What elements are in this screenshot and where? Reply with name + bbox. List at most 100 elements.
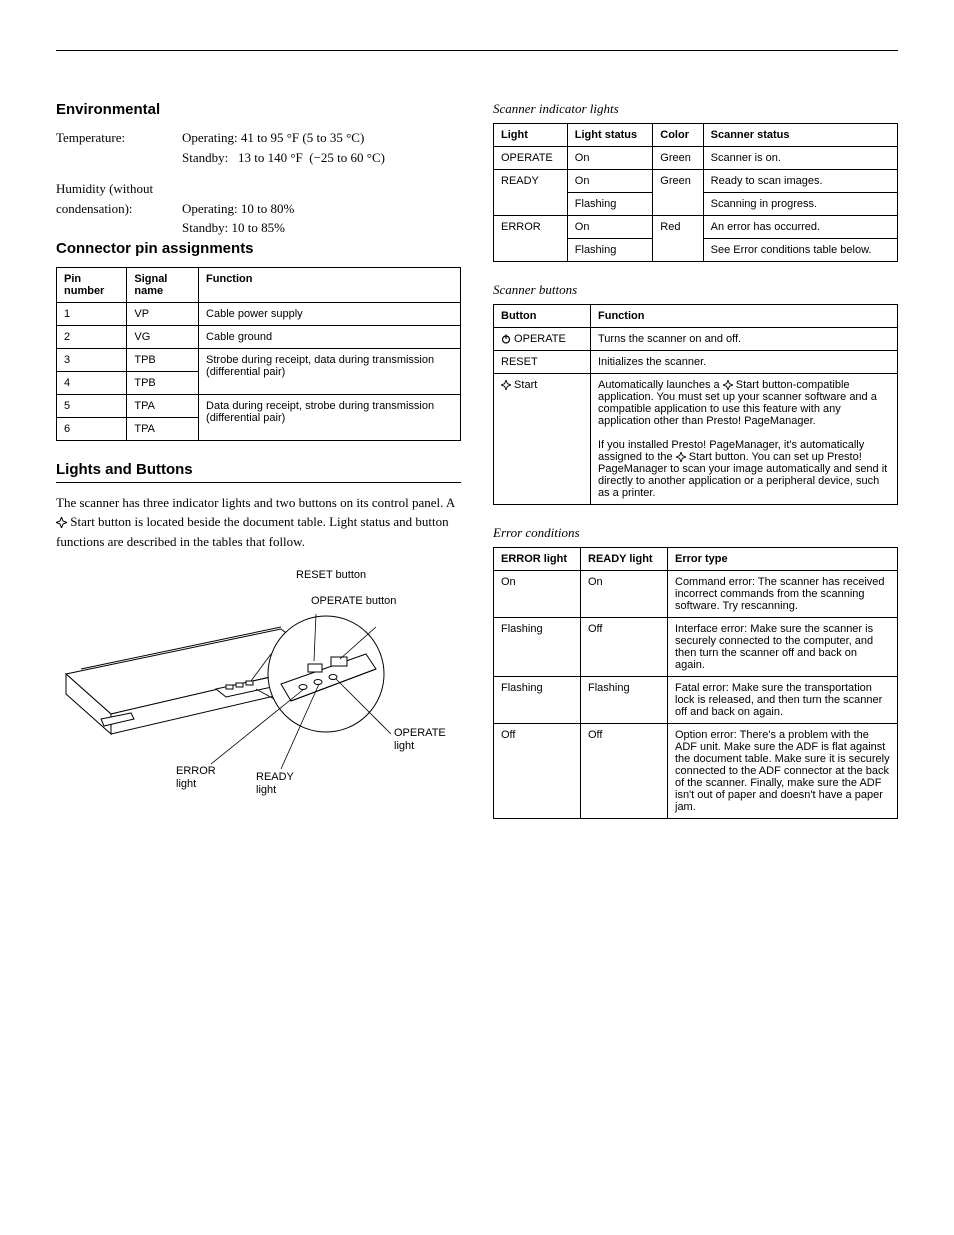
table-cell: 6 xyxy=(57,417,127,440)
table-cell: Fatal error: Make sure the transportatio… xyxy=(668,677,898,724)
table-cell: On xyxy=(567,170,652,193)
errors-col-type: Error type xyxy=(668,548,898,571)
table-cell: Flashing xyxy=(494,677,581,724)
humidity-operating: Operating: 10 to 80% xyxy=(182,199,461,219)
diagram-label-ready-light: READY light xyxy=(256,771,306,797)
left-column: Environmental Temperature: Operating: 41… xyxy=(56,101,461,839)
table-cell: Command error: The scanner has received … xyxy=(668,571,898,618)
table-cell: Scanning in progress. xyxy=(703,193,897,216)
table-cell: Cable ground xyxy=(199,325,461,348)
environmental-specs: Temperature: Operating: 41 to 95 °F (5 t… xyxy=(56,128,461,238)
scanner-diagram: RESET button OPERATE button OPERATE ligh… xyxy=(56,569,461,819)
start-icon xyxy=(676,451,686,463)
table-cell: On xyxy=(567,216,652,239)
table-cell: On xyxy=(494,571,581,618)
start-icon xyxy=(501,379,511,391)
button-operate-label: OPERATE xyxy=(511,333,566,345)
table-cell: Green xyxy=(653,170,703,216)
humidity-label-1: Humidity (without xyxy=(56,179,153,199)
connector-col-function: Function xyxy=(199,267,461,302)
diagram-label-text: OPERATE light xyxy=(394,727,454,753)
humidity-label-2: condensation): xyxy=(56,199,182,238)
table-cell: Flashing xyxy=(494,618,581,677)
table-cell: Start xyxy=(494,374,591,505)
button-start-label: Start xyxy=(511,379,537,391)
start-icon xyxy=(723,379,733,391)
table-cell: 5 xyxy=(57,394,127,417)
lights-buttons-heading: Lights and Buttons xyxy=(56,461,461,483)
diagram-label-text: ERROR light xyxy=(176,765,226,791)
table-cell: Data during receipt, strobe during trans… xyxy=(199,394,461,440)
table-cell: VP xyxy=(127,302,199,325)
table-cell: TPA xyxy=(127,394,199,417)
intro-text-b: Start button is located beside the docum… xyxy=(56,514,449,549)
table-cell: Flashing xyxy=(567,239,652,262)
table-cell: READY xyxy=(494,170,568,216)
connector-table: Pin number Signal name Function 1 VP Cab… xyxy=(56,267,461,441)
errors-caption: Error conditions xyxy=(493,525,898,541)
table-cell: Strobe during receipt, data during trans… xyxy=(199,348,461,394)
table-cell: Green xyxy=(653,147,703,170)
start-func-1a: Automatically launches a xyxy=(598,379,723,391)
indicator-col-scanner: Scanner status xyxy=(703,124,897,147)
table-cell: See Error conditions table below. xyxy=(703,239,897,262)
diagram-label-text: READY light xyxy=(256,771,306,797)
table-cell: OPERATE xyxy=(494,328,591,351)
connector-col-pin: Pin number xyxy=(57,267,127,302)
buttons-caption: Scanner buttons xyxy=(493,282,898,298)
diagram-label-error-light: ERROR light xyxy=(176,765,226,791)
table-cell: Initializes the scanner. xyxy=(591,351,898,374)
table-cell: 4 xyxy=(57,371,127,394)
indicator-table: Light Light status Color Scanner status … xyxy=(493,123,898,262)
errors-table: ERROR light READY light Error type On On… xyxy=(493,547,898,819)
table-cell: RESET xyxy=(494,351,591,374)
start-icon xyxy=(56,514,67,529)
temperature-standby: Standby: 13 to 140 °F (−25 to 60 °C) xyxy=(182,148,461,168)
table-cell: 1 xyxy=(57,302,127,325)
errors-col-error: ERROR light xyxy=(494,548,581,571)
indicator-col-light: Light xyxy=(494,124,568,147)
table-cell: Cable power supply xyxy=(199,302,461,325)
power-icon xyxy=(501,333,511,345)
table-cell: 3 xyxy=(57,348,127,371)
top-rule xyxy=(56,50,898,51)
connector-heading: Connector pin assignments xyxy=(56,240,461,257)
indicator-col-color: Color xyxy=(653,124,703,147)
diagram-label-operate-button: OPERATE button xyxy=(311,595,396,608)
connector-col-signal: Signal name xyxy=(127,267,199,302)
table-cell: TPB xyxy=(127,348,199,371)
table-cell: Off xyxy=(581,618,668,677)
table-cell: ERROR xyxy=(494,216,568,262)
table-cell: Off xyxy=(494,724,581,819)
table-cell: Red xyxy=(653,216,703,262)
indicator-col-status: Light status xyxy=(567,124,652,147)
table-cell: Turns the scanner on and off. xyxy=(591,328,898,351)
table-cell: TPA xyxy=(127,417,199,440)
errors-col-ready: READY light xyxy=(581,548,668,571)
table-cell: Interface error: Make sure the scanner i… xyxy=(668,618,898,677)
table-cell: Off xyxy=(581,724,668,819)
indicator-caption: Scanner indicator lights xyxy=(493,101,898,117)
table-cell: Flashing xyxy=(581,677,668,724)
table-cell: OPERATE xyxy=(494,147,568,170)
table-cell: On xyxy=(567,147,652,170)
buttons-table: Button Function OPERATE Turns the scanne… xyxy=(493,304,898,505)
temperature-operating: Operating: 41 to 95 °F (5 to 35 °C) xyxy=(182,128,461,148)
table-cell: Ready to scan images. xyxy=(703,170,897,193)
right-column: Scanner indicator lights Light Light sta… xyxy=(493,101,898,839)
diagram-label-operate-light: OPERATE light xyxy=(394,727,454,753)
lights-buttons-intro: The scanner has three indicator lights a… xyxy=(56,493,461,552)
buttons-col-button: Button xyxy=(494,305,591,328)
environmental-heading: Environmental xyxy=(56,101,461,118)
table-cell: On xyxy=(581,571,668,618)
buttons-col-function: Function xyxy=(591,305,898,328)
intro-text-a: The scanner has three indicator lights a… xyxy=(56,495,455,510)
humidity-standby: Standby: 10 to 85% xyxy=(182,218,461,238)
diagram-label-reset: RESET button xyxy=(296,569,366,582)
table-cell: 2 xyxy=(57,325,127,348)
table-cell: An error has occurred. xyxy=(703,216,897,239)
table-cell: TPB xyxy=(127,371,199,394)
table-cell: VG xyxy=(127,325,199,348)
temperature-label: Temperature: xyxy=(56,128,182,167)
table-cell: Automatically launches a Start button-co… xyxy=(591,374,898,505)
